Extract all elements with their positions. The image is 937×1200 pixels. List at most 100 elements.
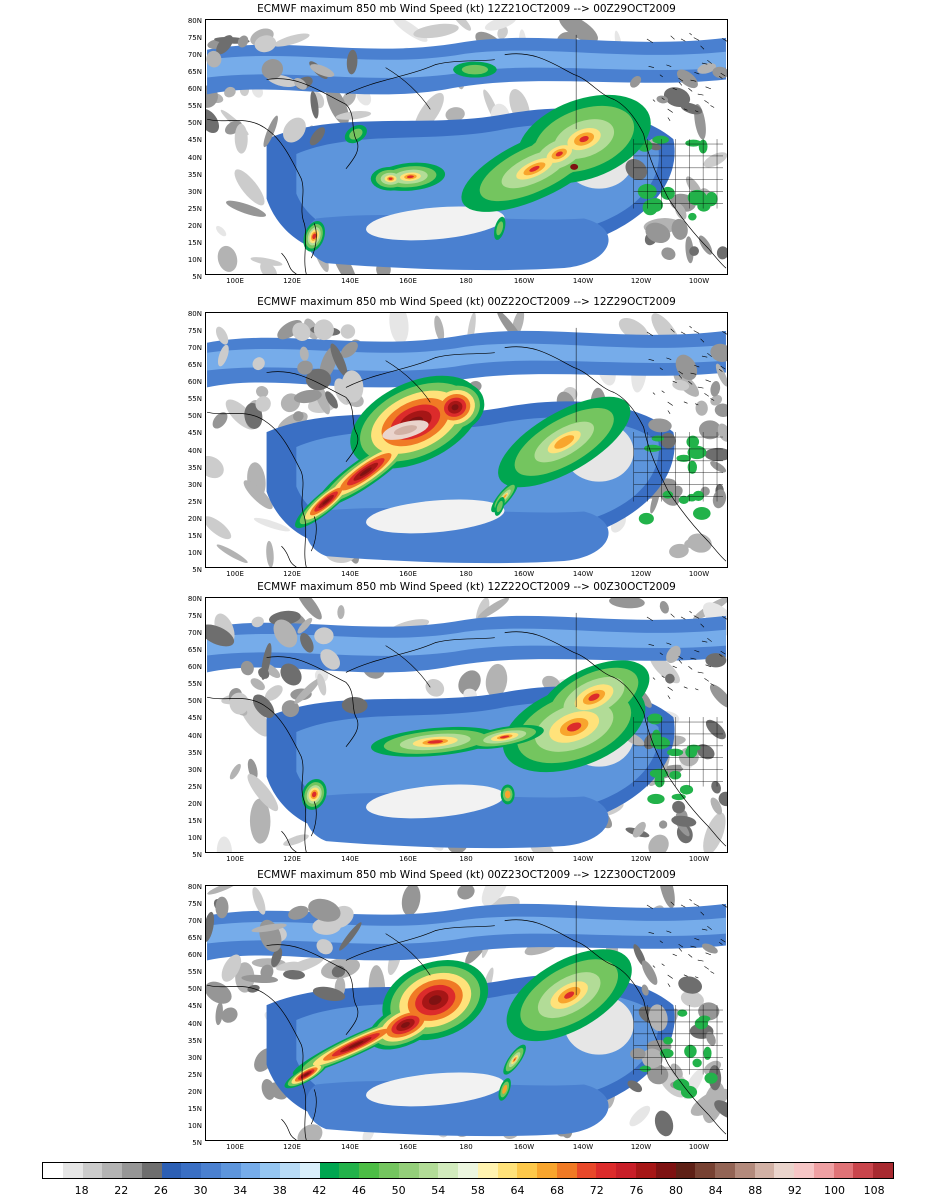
wind-contour <box>685 139 702 147</box>
calm-wind-area <box>320 649 340 670</box>
calm-wind-area <box>325 391 338 409</box>
coastline <box>678 655 684 660</box>
calm-wind-area <box>658 886 675 909</box>
calm-wind-area <box>250 678 265 691</box>
longitude-label: 120W <box>630 570 652 578</box>
coastline <box>719 369 723 372</box>
latitude-label: 80N <box>187 595 202 603</box>
calm-wind-area <box>710 461 727 473</box>
longitude-label: 180 <box>459 1143 473 1151</box>
wind-contour <box>671 793 686 801</box>
latitude-label: 50N <box>187 412 202 421</box>
calm-wind-area <box>647 1064 669 1085</box>
latitude-label: 45N <box>187 714 202 723</box>
calm-wind-area <box>674 203 687 220</box>
storm-wind-max <box>513 1058 516 1061</box>
panel-title: ECMWF maximum 850 mb Wind Speed (kt) 00Z… <box>257 869 676 881</box>
storm-wind-max <box>406 175 414 179</box>
coastline <box>266 78 359 170</box>
calm-wind-area <box>366 206 505 241</box>
coastline <box>266 656 359 748</box>
wind-contour <box>638 512 654 525</box>
calm-wind-area <box>703 812 726 852</box>
calm-wind-area <box>283 834 309 846</box>
coastline <box>666 930 672 933</box>
colorbar-label: 88 <box>748 1184 763 1197</box>
calm-wind-area <box>714 1100 727 1119</box>
coastline <box>385 645 431 688</box>
calm-wind-area <box>401 886 421 916</box>
storm-wind-max <box>570 163 579 170</box>
colorbar-label: 42 <box>312 1184 327 1197</box>
calm-wind-area <box>661 247 676 260</box>
coastline <box>667 695 671 699</box>
coastline <box>678 943 684 948</box>
latitude-label: 55N <box>187 395 202 404</box>
calm-wind-area <box>366 784 505 819</box>
wind-contour <box>496 221 504 236</box>
wind-contour <box>639 1065 652 1072</box>
calm-wind-area <box>226 200 267 217</box>
wind-speed-map <box>205 885 728 1141</box>
coastline <box>667 108 673 113</box>
calm-wind-area <box>314 627 334 645</box>
longitude-label: 100W <box>688 1143 710 1151</box>
calm-wind-area <box>217 245 238 272</box>
latitude-label: 60N <box>187 85 202 94</box>
coastline <box>667 983 671 987</box>
coastline <box>385 360 431 403</box>
calm-wind-area <box>632 821 646 838</box>
colorbar-swatch <box>418 1163 439 1178</box>
calm-wind-area <box>445 107 465 122</box>
calm-wind-area <box>629 1105 651 1127</box>
colorbar-label: 58 <box>470 1184 485 1197</box>
calm-wind-area <box>206 624 235 647</box>
calm-wind-area <box>207 886 239 895</box>
coastline <box>683 108 688 111</box>
calm-wind-area <box>366 1072 505 1107</box>
coastline <box>661 675 665 678</box>
colorbar-swatch <box>220 1163 241 1178</box>
coastline <box>281 545 297 567</box>
coastline <box>670 328 675 333</box>
calm-wind-area <box>706 1031 716 1046</box>
coastline <box>652 677 656 680</box>
coastline <box>688 954 693 958</box>
calm-wind-area <box>709 684 727 708</box>
colorbar-swatch <box>260 1163 281 1178</box>
calm-wind-area <box>251 616 264 628</box>
colorbar-swatch <box>161 1163 182 1178</box>
coastline <box>281 252 297 274</box>
calm-wind-area <box>293 77 307 90</box>
calm-wind-area <box>224 86 236 98</box>
wind-contour <box>678 495 689 504</box>
calm-wind-area <box>341 370 364 403</box>
coastline <box>700 45 705 50</box>
colorbar-label: 68 <box>550 1184 565 1197</box>
latitude-label: 15N <box>187 238 202 247</box>
calm-wind-area <box>297 1124 323 1140</box>
wind-contour <box>698 1015 711 1023</box>
coastline <box>695 976 699 979</box>
coastline <box>646 904 653 910</box>
calm-wind-area <box>689 246 699 256</box>
calm-wind-area <box>696 744 715 760</box>
longitude-label: 120E <box>283 277 301 285</box>
wind-speed-map <box>205 312 728 568</box>
coastline <box>705 664 712 668</box>
coastline <box>722 904 727 908</box>
calm-wind-area <box>656 95 669 104</box>
coastline <box>697 671 704 674</box>
calm-wind-area <box>251 923 287 933</box>
wind-contour <box>688 212 697 221</box>
calm-wind-area <box>670 1063 683 1078</box>
coastline <box>690 79 697 82</box>
coastline <box>701 928 708 931</box>
calm-wind-area <box>660 432 676 449</box>
coastline <box>707 925 712 930</box>
longitude-label: 100W <box>688 855 710 863</box>
calm-wind-area <box>641 984 649 996</box>
latitude-label: 45N <box>187 429 202 438</box>
latitude-label: 80N <box>187 883 202 891</box>
jet-core <box>303 1072 309 1077</box>
